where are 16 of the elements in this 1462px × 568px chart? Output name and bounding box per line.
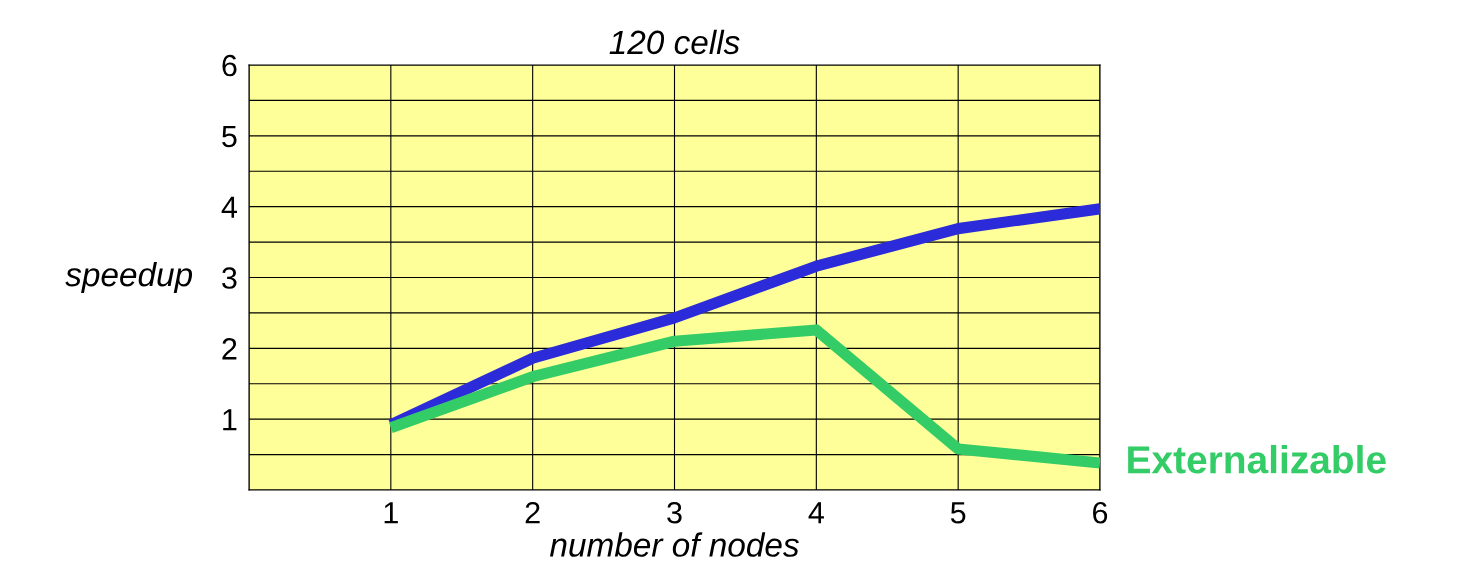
y-tick-label: 3 xyxy=(222,267,237,289)
x-tick-label: 6 xyxy=(1093,501,1108,524)
y-tick-label: 1 xyxy=(223,409,237,431)
x-tick-label: 2 xyxy=(525,501,540,524)
y-tick-label: 6 xyxy=(222,54,237,77)
series-label: Externalizable xyxy=(1128,444,1386,474)
chart-title: 120 cells xyxy=(609,29,740,55)
x-tick-label: 1 xyxy=(384,502,398,524)
x-tick-label: 5 xyxy=(950,502,966,524)
x-tick-label: 4 xyxy=(808,502,824,524)
x-tick-label: 3 xyxy=(667,501,682,524)
y-tick-label: 5 xyxy=(222,125,237,148)
y-axis-title: speedup xyxy=(65,261,193,294)
y-tick-label: 4 xyxy=(221,196,237,218)
x-axis-title: number of nodes xyxy=(549,532,799,557)
y-tick-label: 2 xyxy=(222,338,237,360)
